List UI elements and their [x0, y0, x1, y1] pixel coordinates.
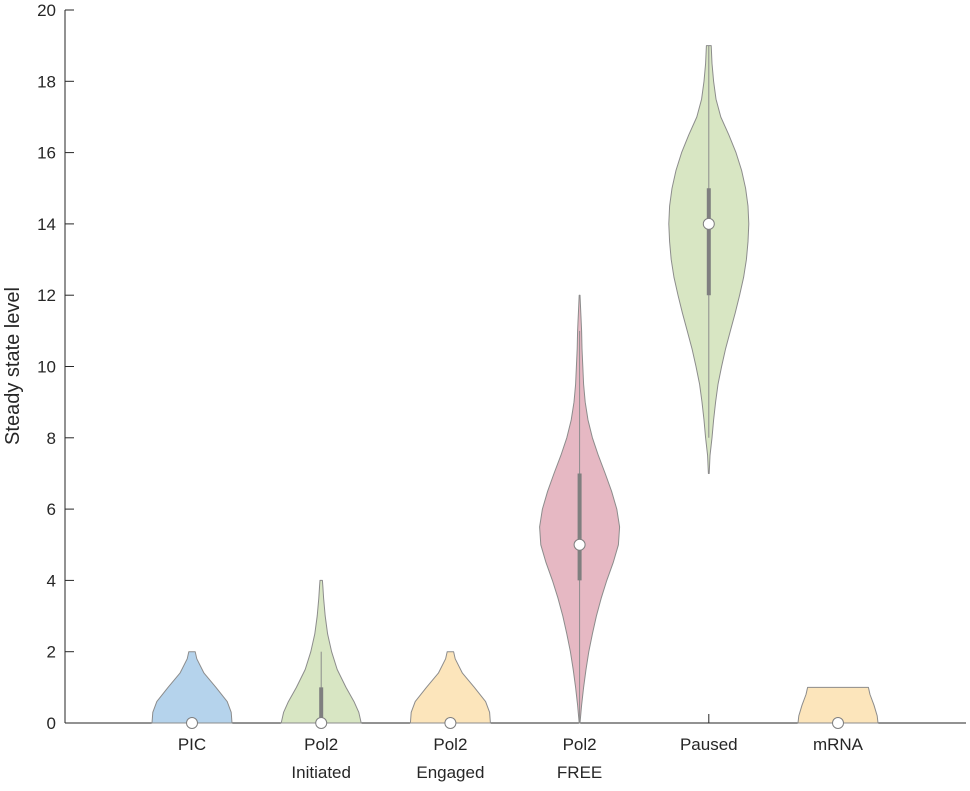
y-axis-label: Steady state level	[2, 287, 24, 445]
y-tick-label: 20	[37, 1, 56, 20]
x-tick-label: Pol2	[433, 735, 467, 754]
y-tick-label: 10	[37, 358, 56, 377]
y-tick-label: 6	[47, 500, 56, 519]
violin-median	[832, 717, 844, 729]
y-tick-label: 8	[47, 429, 56, 448]
x-tick-label: Paused	[680, 735, 738, 754]
x-tick-label: mRNA	[813, 735, 864, 754]
labels: 0 2 4 6 8 10 12 14 16 18 20 Steady state level PIC Po…	[2, 1, 864, 782]
y-tick-label: 4	[47, 571, 56, 590]
violin-body	[151, 651, 233, 724]
violin-median	[186, 717, 198, 729]
y-tick-label: 2	[47, 643, 56, 662]
x-tick-label: Engaged	[416, 763, 484, 782]
violin-body	[797, 686, 879, 724]
x-tick-label: FREE	[557, 763, 602, 782]
x-tick-label: Initiated	[291, 763, 351, 782]
y-tick-label: 0	[47, 714, 56, 733]
y-tick-label: 16	[37, 144, 56, 163]
violins	[151, 45, 879, 729]
axes	[64, 9, 966, 724]
violin-median	[702, 217, 715, 230]
violin-body	[409, 651, 491, 724]
violin-median	[444, 717, 457, 729]
y-tick-label: 14	[37, 215, 56, 234]
violin-median	[573, 538, 586, 551]
violin-median	[315, 717, 328, 729]
x-tick-label: PIC	[178, 735, 206, 754]
y-tick-label: 12	[37, 286, 56, 305]
x-tick-label: Pol2	[304, 735, 338, 754]
x-tick-label: Pol2	[563, 735, 597, 754]
y-tick-label: 18	[37, 72, 56, 91]
